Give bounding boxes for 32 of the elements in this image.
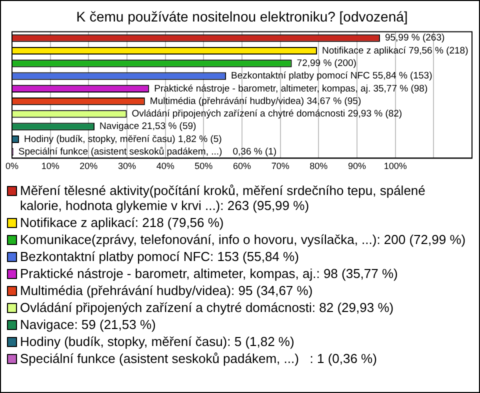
x-tick-label: 10%	[41, 161, 60, 172]
legend-label: Praktické nástroje - barometr, altimeter, kompas, aj.: 98 (35,77 %)	[20, 266, 398, 281]
x-tick-label: 20%	[80, 161, 98, 172]
data-label: 95,99 % (263)	[384, 32, 445, 44]
legend-label: Notifikace z aplikací: 218 (79,56 %)	[20, 215, 224, 230]
x-tick-label: 100%	[384, 161, 407, 172]
data-label: Multimédia (přehrávání hudby/videa) 34,67 % (95)	[150, 96, 362, 107]
legend-label: Navigace: 59 (21,53 %)	[20, 317, 156, 332]
x-tick-label: 30%	[118, 161, 136, 172]
legend-label: Speciální funkce (asistent seskoků padákem, ...) : 1 (0,36 %)	[20, 351, 377, 366]
x-tick-label: 0%	[5, 161, 19, 172]
x-tick-label: 70%	[271, 161, 290, 172]
chart-title: K čemu používáte nositelnou elektroniku? [odvozená]	[76, 8, 408, 24]
data-label: 72,99 % (200)	[296, 58, 356, 70]
data-label: Navigace 21,53 % (59)	[100, 121, 196, 132]
data-label: Praktické nástroje - barometr, altimeter, kompas, aj. 35,77 % (98)	[154, 83, 428, 94]
data-label: Ovládání připojených zařízení a chytré domácnosti 29,93 % (82)	[132, 108, 402, 120]
legend-label: Bezkontaktní platby pomocí NFC: 153 (55,84 %)	[20, 249, 299, 264]
x-tick-label: 40%	[156, 161, 174, 172]
data-label: Speciální funkce (asistent seskoků padákem, ...) 0,36 % (1)	[18, 146, 277, 158]
x-tick-label: 80%	[310, 161, 328, 172]
x-tick-label: 50%	[194, 161, 213, 172]
x-tick-label: 90%	[348, 161, 366, 172]
legend-label: Komunikace(zprávy, telefonování, info o hovoru, vysílačka, ...): 200 (72,99 %)	[20, 232, 466, 247]
data-label: Bezkontaktní platby pomocí NFC 55,84 % (153)	[231, 70, 432, 82]
legend-label: Hodiny (budík, stopky, měření času): 5 (1,82 %)	[20, 334, 294, 349]
legend-label: Ovládání připojených zařízení a chytré domácnosti: 82 (29,93 %)	[20, 300, 394, 315]
data-label: Hodiny (budík, stopky, měření času) 1,82 % (5)	[24, 134, 222, 145]
legend-label: Měření tělesné aktivity(počítání kroků, měření srdečního tepu, spálené kalorie, hodnota glykemie v krvi ...): 263 (95,99 %)	[20, 183, 426, 213]
x-tick-label: 60%	[232, 161, 252, 172]
legend-label: Multimédia (přehrávání hudby/videa): 95 (34,67 %)	[20, 283, 313, 298]
data-label: Notifikace z aplikací 79,56 % (218)	[322, 45, 468, 56]
